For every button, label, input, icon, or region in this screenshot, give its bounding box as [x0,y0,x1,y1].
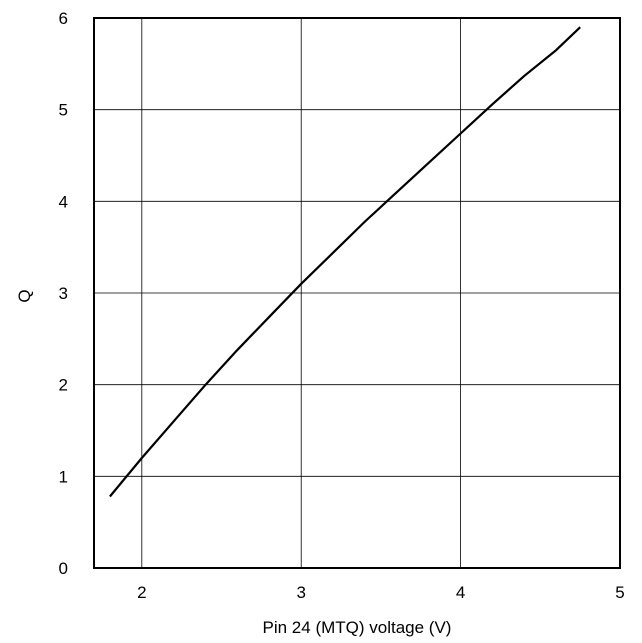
y-tick-label: 2 [59,376,68,395]
x-tick-labels: 2 3 4 5 [137,583,625,602]
y-tick-label: 3 [59,284,68,303]
y-tick-label: 1 [59,467,68,486]
x-tick-label: 3 [296,583,305,602]
y-tick-label: 4 [59,192,68,211]
series-layer [109,26,581,498]
series-line-0 [109,26,581,498]
x-axis-label: Pin 24 (MTQ) voltage (V) [263,618,452,637]
plot-frame [93,17,621,569]
y-tick-label: 6 [59,9,68,28]
y-tick-label: 5 [59,101,68,120]
y-axis-label: Q [15,289,34,302]
y-tick-labels: 0 1 2 3 4 5 6 [59,9,68,578]
x-tick-label: 4 [456,583,465,602]
x-tick-label: 5 [615,583,624,602]
x-tick-label: 2 [137,583,146,602]
y-tick-label: 0 [59,559,68,578]
grid-lines [94,18,620,568]
